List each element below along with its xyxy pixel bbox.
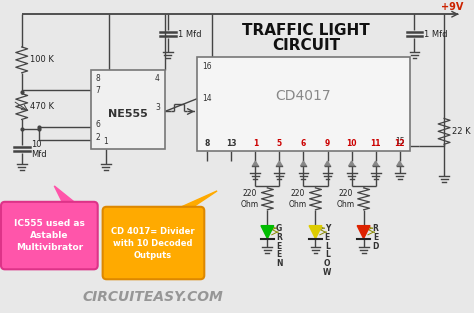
Polygon shape (373, 161, 379, 166)
Text: 100 K: 100 K (29, 55, 54, 64)
Text: 1 Mfd: 1 Mfd (424, 30, 448, 39)
Text: 2: 2 (96, 133, 100, 142)
Polygon shape (55, 186, 79, 206)
Polygon shape (261, 226, 274, 239)
Text: NE555: NE555 (108, 110, 148, 120)
Text: 6: 6 (96, 120, 100, 129)
Polygon shape (348, 161, 355, 166)
Text: E: E (373, 233, 378, 242)
Text: CIRCUIT: CIRCUIT (272, 38, 340, 54)
Polygon shape (397, 161, 402, 166)
Text: R: R (373, 224, 378, 233)
Text: O: O (324, 259, 330, 268)
Text: 22 K: 22 K (452, 127, 471, 136)
Text: N: N (276, 259, 283, 268)
Text: 3: 3 (155, 103, 160, 112)
Text: E: E (325, 233, 330, 242)
Polygon shape (357, 226, 370, 239)
Text: 220
Ohm: 220 Ohm (289, 189, 307, 208)
Polygon shape (301, 161, 306, 166)
Polygon shape (309, 226, 322, 239)
Text: 9: 9 (325, 139, 330, 148)
Text: 10: 10 (346, 139, 357, 148)
Text: D: D (372, 242, 379, 250)
Text: E: E (277, 242, 282, 250)
Text: 13: 13 (226, 139, 237, 148)
Text: 470 K: 470 K (29, 102, 54, 111)
Text: +9V: +9V (441, 2, 463, 12)
Text: Y: Y (325, 224, 330, 233)
Text: 14: 14 (202, 94, 212, 103)
Text: 1: 1 (253, 139, 258, 148)
FancyBboxPatch shape (197, 57, 410, 151)
Polygon shape (325, 161, 330, 166)
Polygon shape (276, 161, 283, 166)
Text: 220
Ohm: 220 Ohm (337, 189, 355, 208)
Text: 5: 5 (277, 139, 282, 148)
Text: 220
Ohm: 220 Ohm (240, 189, 259, 208)
Text: CIRCUITEASY.COM: CIRCUITEASY.COM (82, 290, 223, 304)
Polygon shape (252, 161, 258, 166)
Text: 16: 16 (202, 62, 212, 71)
Text: 15: 15 (395, 137, 405, 146)
Text: 10
Mfd: 10 Mfd (32, 140, 47, 159)
Text: IC555 used as
Astable
Multivibrator: IC555 used as Astable Multivibrator (14, 219, 85, 252)
Text: 6: 6 (301, 139, 306, 148)
FancyBboxPatch shape (103, 207, 204, 279)
Text: R: R (276, 233, 282, 242)
Text: W: W (323, 268, 331, 277)
Text: CD 4017= Divider
with 10 Decoded
Outputs: CD 4017= Divider with 10 Decoded Outputs (111, 227, 195, 260)
Text: 11: 11 (370, 139, 381, 148)
Text: 7: 7 (96, 86, 100, 95)
Text: G: G (276, 224, 283, 233)
Text: CD4017: CD4017 (276, 89, 331, 103)
Text: L: L (325, 250, 330, 259)
Text: 1 Mfd: 1 Mfd (178, 30, 201, 39)
Text: 12: 12 (394, 139, 405, 148)
Text: TRAFFIC LIGHT: TRAFFIC LIGHT (242, 23, 370, 38)
FancyBboxPatch shape (91, 70, 165, 149)
Text: 8: 8 (96, 74, 100, 83)
Text: L: L (325, 242, 330, 250)
Text: 8: 8 (205, 139, 210, 148)
FancyBboxPatch shape (1, 202, 98, 269)
Text: 4: 4 (155, 74, 160, 83)
Text: 1: 1 (103, 137, 108, 146)
Polygon shape (173, 191, 217, 211)
Text: E: E (277, 250, 282, 259)
